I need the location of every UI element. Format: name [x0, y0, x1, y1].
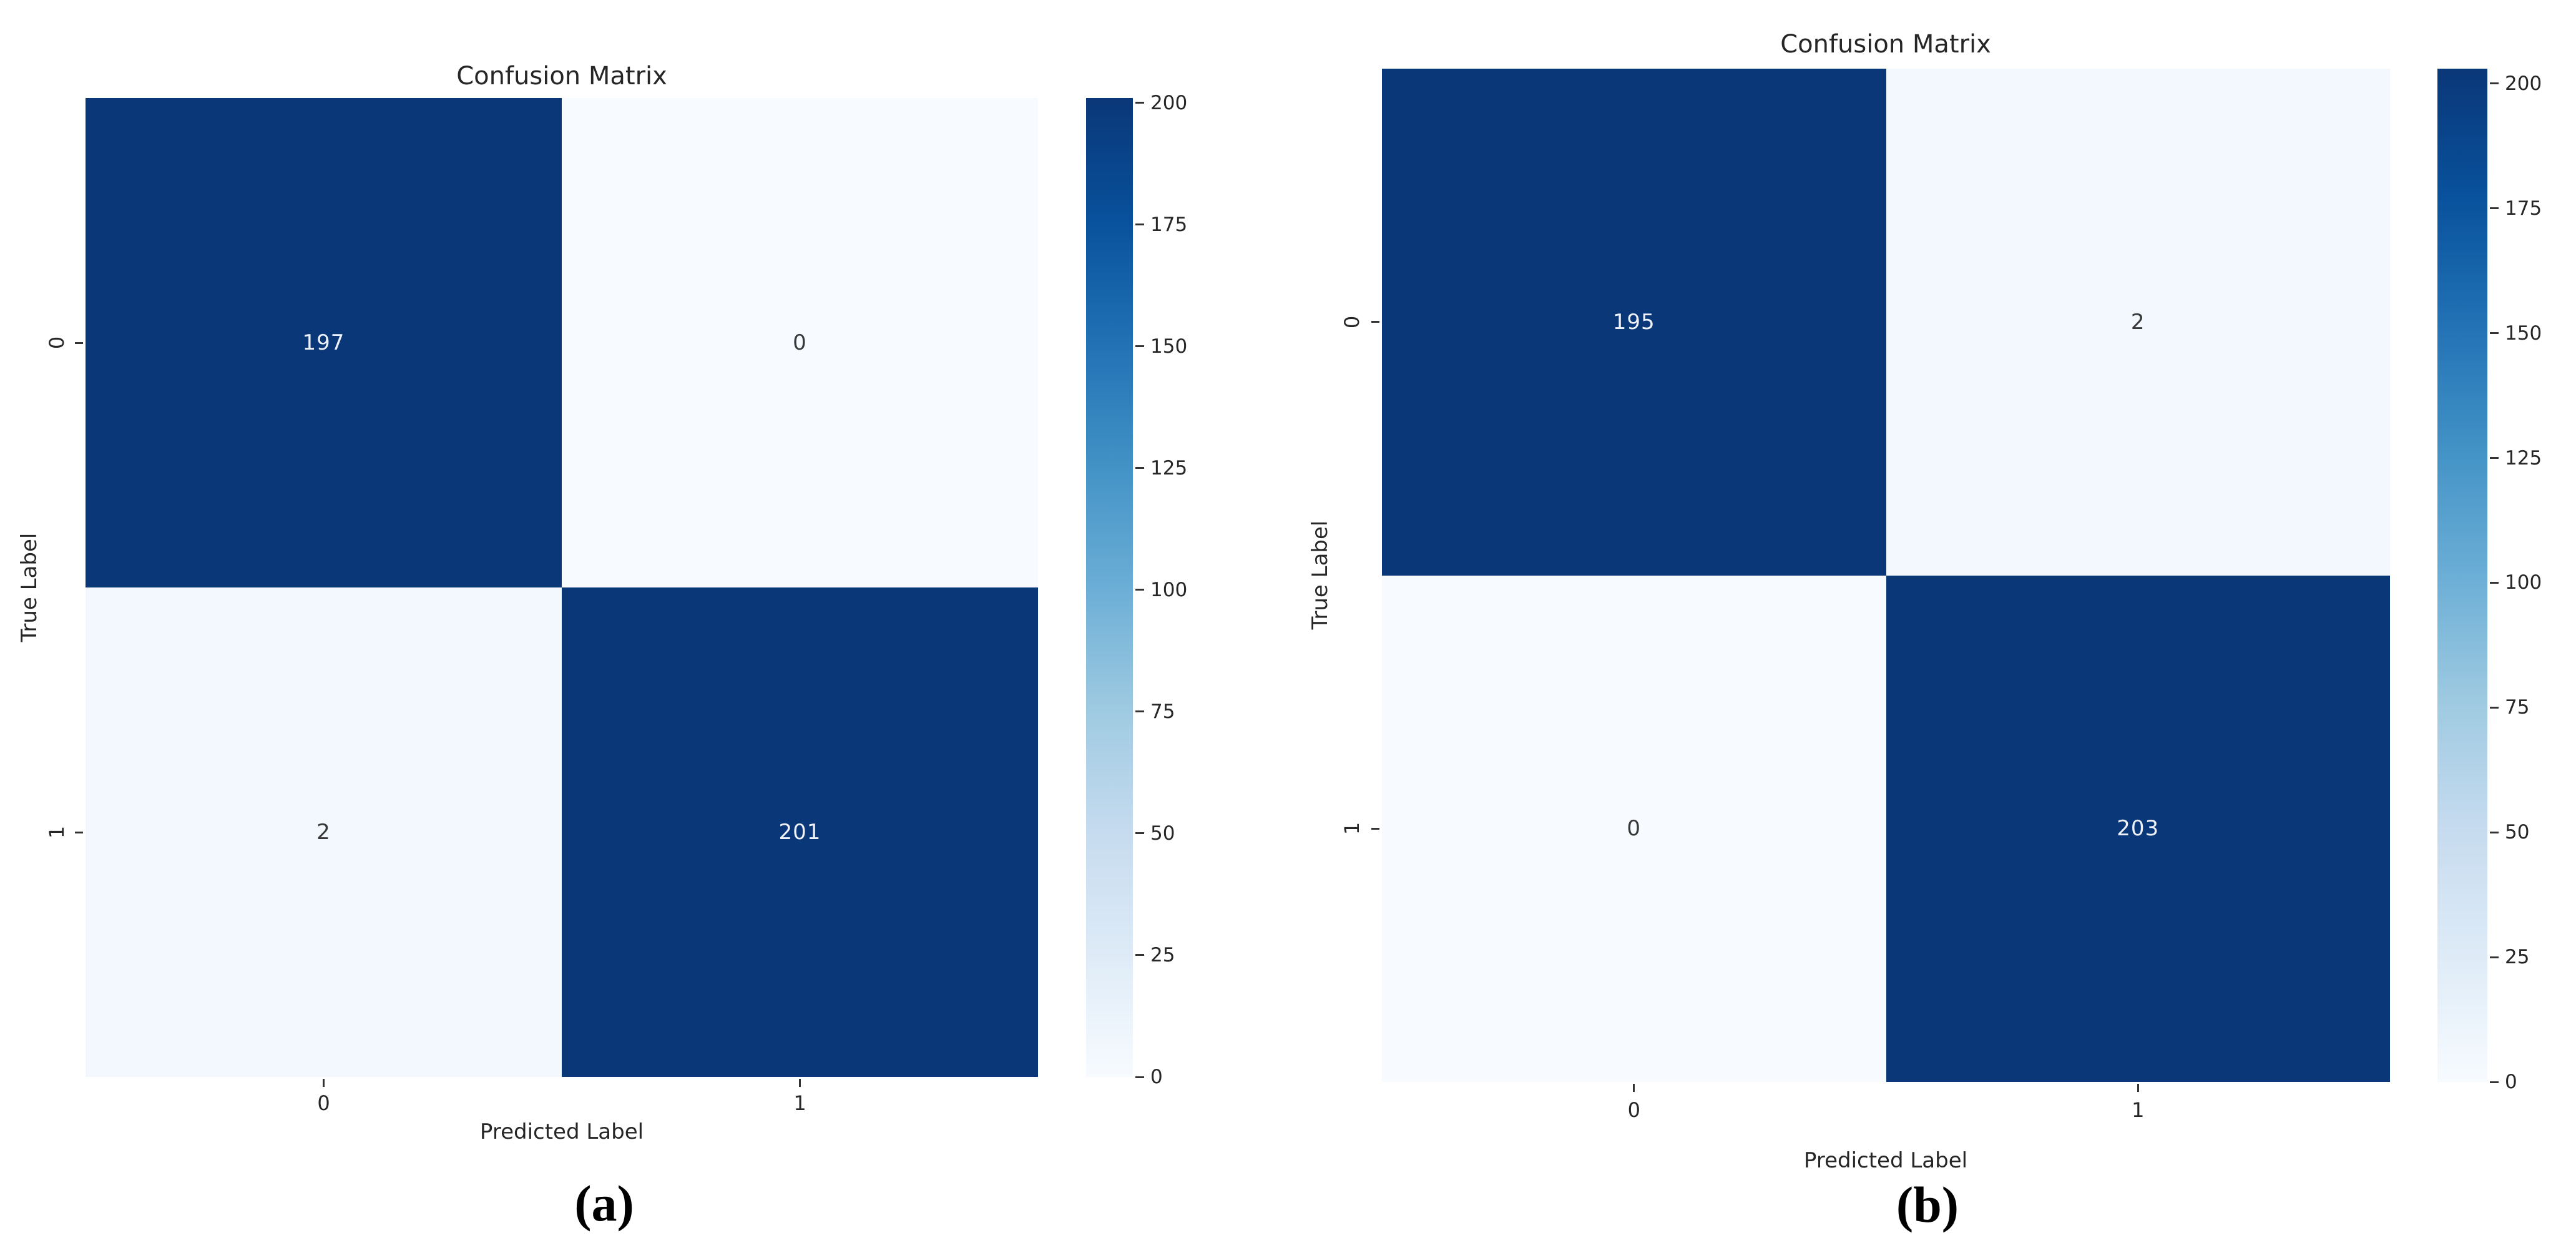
x-axis-label: Predicted Label — [1803, 1148, 1968, 1173]
colorbar-tick-label: 150 — [1150, 335, 1188, 358]
matrix-cell-r1c1: 203 — [1886, 575, 2390, 1082]
y-tick-label: 1 — [1340, 822, 1364, 835]
colorbar-tick-mark — [1135, 467, 1144, 469]
colorbar-tick-mark — [2490, 82, 2499, 85]
colorbar-tick-mark — [2490, 457, 2499, 459]
y-tick-mark — [1371, 321, 1379, 323]
chart-title: Confusion Matrix — [1780, 30, 1991, 59]
colorbar-tick-mark — [1135, 102, 1144, 104]
cell-value: 203 — [2117, 816, 2160, 842]
cell-value: 2 — [2130, 309, 2145, 335]
matrix-cell-r0c0: 197 — [86, 98, 562, 587]
colorbar-tick-mark — [2490, 332, 2499, 335]
colorbar-tick-label: 125 — [1150, 456, 1188, 479]
chart-title: Confusion Matrix — [456, 62, 667, 91]
colorbar-tick-label: 100 — [1150, 578, 1188, 601]
colorbar-tick-label: 175 — [2505, 197, 2542, 220]
matrix-cell-r0c0: 195 — [1382, 69, 1886, 576]
x-tick-label: 0 — [1627, 1098, 1640, 1122]
colorbar-tick-label: 200 — [2505, 72, 2542, 95]
colorbar-tick-mark — [2490, 581, 2499, 584]
colorbar-tick-mark — [2490, 956, 2499, 958]
colorbar-tick-label: 0 — [1150, 1066, 1163, 1088]
x-tick-mark — [2137, 1084, 2139, 1092]
colorbar-gradient — [2437, 69, 2487, 1082]
colorbar-tick-mark — [1135, 710, 1144, 713]
colorbar-tick-label: 25 — [2505, 946, 2530, 969]
y-tick-mark — [1371, 827, 1379, 830]
cell-value: 0 — [1627, 816, 1642, 842]
cell-value: 195 — [1612, 309, 1655, 335]
x-tick-label: 1 — [793, 1091, 806, 1115]
colorbar-tick-label: 175 — [1150, 213, 1188, 236]
matrix-cell-r1c1: 201 — [562, 587, 1038, 1077]
colorbar-tick-label: 75 — [2505, 696, 2530, 719]
y-tick-label: 0 — [1340, 315, 1364, 328]
colorbar-tick-mark — [2490, 831, 2499, 833]
heatmap-grid: 197 0 2 201 — [86, 98, 1038, 1077]
colorbar-tick-label: 0 — [2505, 1071, 2517, 1093]
matrix-cell-r1c0: 0 — [1382, 575, 1886, 1082]
cell-value: 197 — [302, 330, 345, 355]
y-tick-mark — [75, 831, 83, 833]
y-tick-mark — [75, 341, 83, 344]
panel-caption: (a) — [574, 1175, 634, 1232]
x-axis-label: Predicted Label — [479, 1119, 644, 1144]
colorbar-tick-label: 75 — [1150, 700, 1175, 723]
cell-value: 0 — [793, 330, 807, 355]
colorbar-tick-mark — [1135, 1076, 1144, 1078]
colorbar-tick-mark — [1135, 832, 1144, 835]
colorbar-tick-label: 50 — [2505, 821, 2530, 844]
x-tick-mark — [323, 1079, 325, 1087]
matrix-cell-r0c1: 2 — [1886, 69, 2390, 576]
x-tick-mark — [799, 1079, 801, 1087]
cell-value: 2 — [316, 820, 331, 845]
colorbar-tick-mark — [1135, 589, 1144, 591]
matrix-cell-r1c0: 2 — [86, 587, 562, 1077]
heatmap-grid: 195 2 0 203 — [1382, 69, 2390, 1082]
x-tick-mark — [1633, 1084, 1635, 1092]
colorbar-tick-mark — [2490, 706, 2499, 709]
cell-value: 201 — [778, 820, 821, 845]
colorbar-tick-label: 150 — [2505, 322, 2542, 345]
colorbar-tick-label: 100 — [2505, 571, 2542, 594]
colorbar-tick-label: 125 — [2505, 446, 2542, 469]
colorbar-gradient — [1086, 98, 1133, 1077]
colorbar-tick-mark — [1135, 954, 1144, 956]
panel-caption: (b) — [1896, 1176, 1959, 1233]
x-tick-label: 1 — [2132, 1098, 2145, 1122]
colorbar-tick-label: 25 — [1150, 943, 1175, 966]
colorbar-tick-mark — [1135, 224, 1144, 226]
colorbar-tick-mark — [1135, 345, 1144, 348]
colorbar-tick-label: 200 — [1150, 91, 1188, 114]
colorbar-tick-mark — [2490, 1081, 2499, 1083]
x-tick-label: 0 — [317, 1091, 330, 1115]
colorbar-tick-mark — [2490, 207, 2499, 210]
colorbar-tick-label: 50 — [1150, 822, 1175, 845]
y-axis-label: True Label — [1308, 520, 1333, 630]
matrix-cell-r0c1: 0 — [562, 98, 1038, 587]
